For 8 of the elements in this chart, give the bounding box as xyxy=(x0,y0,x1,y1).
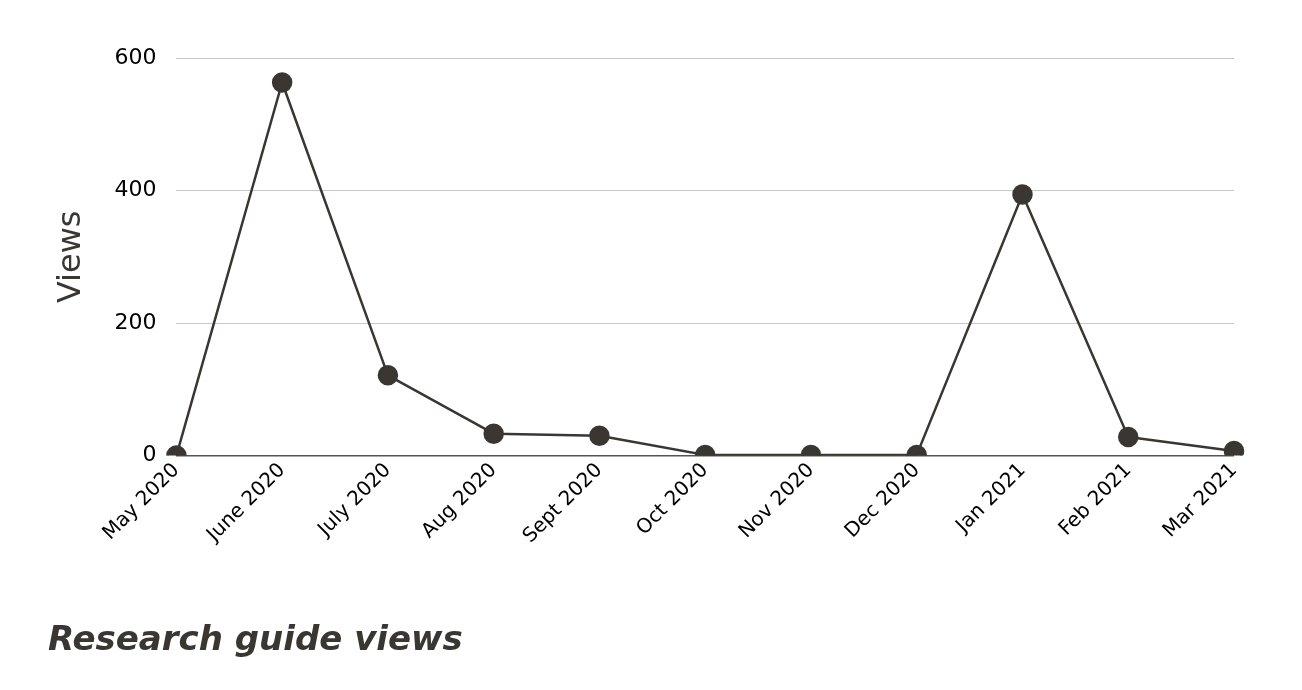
y-axis-title: Views xyxy=(49,210,88,304)
y-tick-label: 600 xyxy=(114,43,157,69)
y-tick-label: 400 xyxy=(114,176,157,202)
point xyxy=(271,72,293,93)
point xyxy=(1012,184,1033,205)
text: Research guide views xyxy=(48,618,463,659)
y-tick-label: 200 xyxy=(114,308,157,334)
y-tick-label: 0 xyxy=(142,441,157,467)
